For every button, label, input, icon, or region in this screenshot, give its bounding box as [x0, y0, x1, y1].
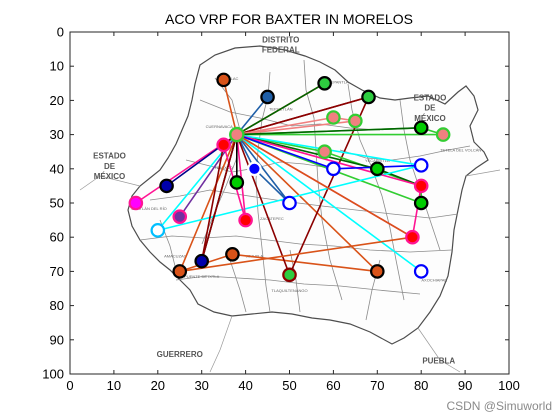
- x-tick-label: 20: [151, 378, 165, 393]
- customer-point: [317, 144, 332, 159]
- y-axis: 0 10 20 30 40 50 60 70 80 90 100: [42, 25, 509, 382]
- x-tick-label: 40: [238, 378, 252, 393]
- customer-point: [216, 72, 231, 88]
- region-label: FEDERAL: [262, 46, 300, 55]
- municipality-label: TLALNEPANTLA: [318, 79, 349, 84]
- region-label: MÉXICO: [94, 172, 126, 181]
- region-label: DE: [424, 104, 436, 113]
- route-line: [236, 116, 357, 136]
- municipality-label: CUERNAVACA: [206, 124, 234, 129]
- customer-point: [260, 89, 275, 105]
- customer-point: [405, 229, 420, 245]
- y-tick-label: 80: [50, 298, 64, 313]
- region-label: PUEBLA: [422, 357, 455, 366]
- customer-point: [413, 158, 429, 173]
- customer-point: [159, 178, 174, 194]
- municipality-label: AXOCHIAPAN: [421, 278, 447, 283]
- customer-point: [238, 212, 253, 228]
- route-line: [236, 134, 291, 204]
- x-tick-label: 0: [66, 378, 73, 393]
- customer-point: [282, 267, 297, 283]
- route-line: [222, 79, 238, 135]
- region-label: ESTADO: [93, 152, 126, 161]
- customer-point: [150, 223, 166, 238]
- region-label: ESTADO: [414, 93, 447, 102]
- customer-point: [361, 89, 376, 105]
- municipality-label: YECAPIXTLA: [365, 158, 390, 163]
- customer-point: [317, 76, 332, 91]
- y-tick-label: 0: [57, 25, 64, 40]
- depot-point: [229, 126, 245, 143]
- customer-point: [413, 264, 429, 279]
- x-tick-label: 60: [326, 378, 340, 393]
- customer-point: [172, 209, 188, 224]
- region-label: MÉXICO: [414, 114, 446, 123]
- customer-point: [172, 264, 188, 279]
- x-tick-label: 10: [107, 378, 121, 393]
- x-tick-label: 90: [458, 378, 472, 393]
- y-tick-label: 40: [50, 161, 64, 176]
- customer-point: [348, 113, 363, 129]
- y-tick-label: 30: [50, 127, 64, 142]
- y-tick-label: 100: [42, 367, 64, 382]
- customer-point: [413, 178, 429, 194]
- x-tick-label: 50: [282, 378, 296, 393]
- region-label: GUERRERO: [157, 350, 203, 359]
- region-label: DE: [104, 162, 116, 171]
- customer-point: [229, 175, 245, 190]
- customer-point: [326, 161, 341, 177]
- y-tick-label: 70: [50, 264, 64, 279]
- customer-points: [128, 72, 451, 283]
- customer-point: [216, 137, 231, 153]
- customer-point: [369, 264, 385, 279]
- route-line: [236, 127, 422, 136]
- x-axis: 0 10 20 30 40 50 60 70 80 90 100: [66, 32, 520, 393]
- customer-point: [128, 195, 144, 211]
- region-label: DISTRITO: [262, 35, 299, 44]
- y-tick-label: 20: [50, 93, 64, 108]
- morelos-map: [79, 45, 501, 373]
- watermark: CSDN @Simuworld: [446, 399, 552, 413]
- customer-point: [369, 161, 385, 177]
- customer-point: [247, 161, 262, 177]
- route-line: [236, 96, 369, 136]
- municipality-label: PUENTE DE IXTLA: [184, 274, 219, 279]
- customer-point: [194, 253, 209, 269]
- customer-point: [326, 110, 341, 125]
- x-tick-label: 70: [370, 378, 384, 393]
- municipality-label: TLAQUILTENANGO: [271, 288, 307, 293]
- route-line: [200, 133, 238, 262]
- y-tick-label: 60: [50, 230, 64, 245]
- route-line: [236, 133, 422, 273]
- municipality-label: COATLÁN DEL RÍO: [131, 206, 167, 211]
- municipality-label: AMACUZAC: [164, 254, 187, 259]
- region-labels: DISTRITOFEDERALESTADODEMÉXICOESTADODEMÉX…: [93, 35, 455, 365]
- x-tick-label: 30: [194, 378, 208, 393]
- customer-point: [225, 247, 240, 262]
- y-tick-label: 50: [50, 196, 64, 211]
- y-tick-label: 10: [50, 59, 64, 74]
- chart-title: ACO VRP FOR BAXTER IN MORELOS: [165, 11, 413, 27]
- customer-point: [435, 127, 451, 142]
- customer-point: [282, 195, 297, 211]
- customer-point: [413, 195, 429, 211]
- y-tick-label: 90: [50, 332, 64, 347]
- municipality-label: TETELA DEL VOLCÁN: [440, 148, 481, 153]
- customer-point: [413, 120, 429, 136]
- municipality-label: ZACATEPEC: [260, 216, 284, 221]
- x-tick-label: 80: [414, 378, 428, 393]
- x-tick-label: 100: [498, 378, 520, 393]
